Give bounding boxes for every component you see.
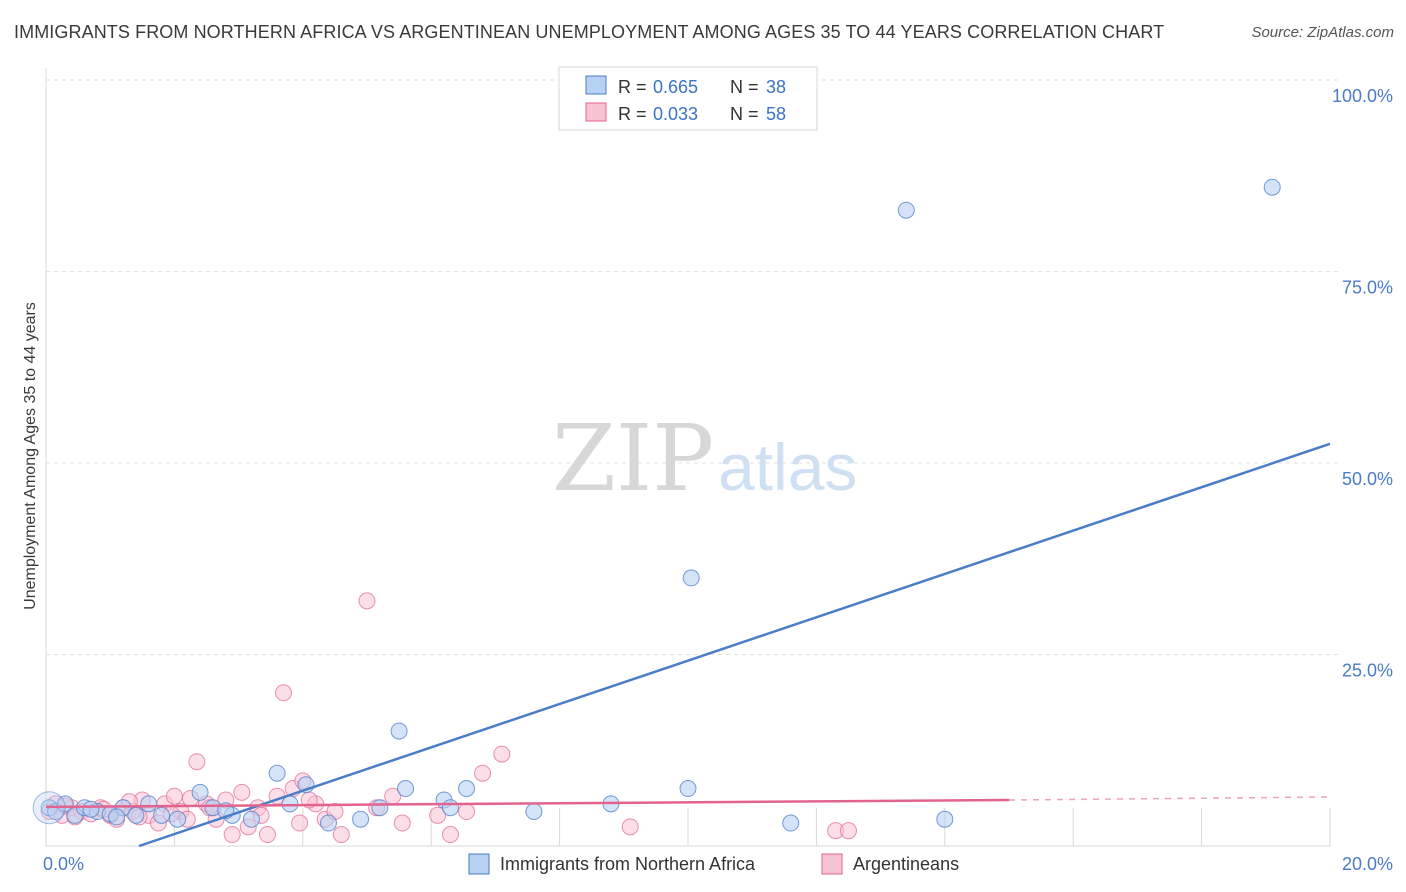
argentineans-point — [165, 787, 183, 805]
legend-r-value-2: 0.033 — [653, 104, 698, 124]
northern-africa-point — [441, 799, 459, 817]
legend-n-value-1: 38 — [766, 77, 786, 97]
legend-swatch-blue — [585, 75, 607, 95]
y-tick-label: 100.0% — [1332, 86, 1393, 106]
series-legend-swatch-pink — [821, 853, 843, 875]
northern-africa-point — [782, 814, 800, 832]
northern-africa-point — [191, 783, 209, 801]
northern-africa-point — [127, 806, 145, 824]
northern-africa-point — [679, 780, 697, 798]
y-tick-label: 25.0% — [1342, 661, 1393, 681]
legend-n-label-2: N = — [730, 104, 759, 124]
x-axis-ticks: 0.0% 20.0% — [43, 854, 1393, 874]
northern-africa-point — [936, 810, 954, 828]
gridlines — [45, 68, 1340, 847]
northern-africa-point — [897, 201, 915, 219]
argentineans-point — [223, 826, 241, 844]
legend-r-label-2: R = — [618, 104, 647, 124]
watermark-zip: ZIP — [552, 405, 714, 512]
argentineans-point — [332, 826, 350, 844]
y-tick-label: 50.0% — [1342, 469, 1393, 489]
argentineans-point — [233, 783, 251, 801]
northern-africa-point — [108, 808, 126, 826]
northern-africa-point — [352, 810, 370, 828]
northern-africa-trend-line — [138, 442, 1331, 848]
watermark: ZIP atlas — [552, 405, 857, 512]
series-legend: Immigrants from Northern Africa Argentin… — [468, 853, 959, 875]
legend-r-value-1: 0.665 — [653, 77, 698, 97]
argentineans-point — [358, 592, 376, 610]
northern-africa-point — [525, 803, 543, 821]
northern-africa-point — [153, 806, 171, 824]
northern-africa-point — [682, 569, 700, 587]
northern-africa-point — [371, 799, 389, 817]
northern-africa-point — [281, 795, 299, 813]
argentineans-point — [291, 814, 309, 832]
northern-africa-point — [82, 800, 100, 818]
northern-africa-point — [268, 764, 286, 782]
argentineans-trend-line — [45, 798, 1010, 809]
series-legend-swatch-blue — [468, 853, 490, 875]
argentineans-point — [458, 803, 476, 821]
argentineans-point — [840, 822, 857, 840]
argentineans-point — [275, 684, 293, 702]
chart-title: IMMIGRANTS FROM NORTHERN AFRICA VS ARGEN… — [14, 22, 1165, 42]
legend-r-label-1: R = — [618, 77, 647, 97]
y-axis-ticks: 25.0% 50.0% 75.0% 100.0% — [1332, 86, 1393, 681]
argentineans-point — [474, 764, 492, 782]
argentineans-point — [429, 806, 447, 824]
argentineans-point — [621, 818, 639, 836]
argentineans-point — [258, 826, 276, 844]
northern-africa-point — [319, 814, 337, 832]
watermark-atlas: atlas — [718, 430, 857, 504]
argentineans-point — [441, 826, 459, 844]
chart-source: Source: ZipAtlas.com — [1251, 24, 1394, 41]
northern-africa-point — [458, 780, 476, 798]
argentineans-trend-extension — [1008, 796, 1331, 801]
legend-n-label-1: N = — [730, 77, 759, 97]
x-tick-label: 20.0% — [1342, 854, 1393, 874]
northern-africa-point — [140, 795, 158, 813]
argentineans-point — [188, 753, 206, 771]
legend-swatch-pink — [585, 102, 607, 122]
series-legend-label-pink: Argentineans — [853, 854, 959, 874]
northern-africa-point — [1263, 178, 1281, 196]
argentineans-point — [393, 814, 411, 832]
northern-africa-point — [390, 722, 408, 740]
argentineans-point — [493, 745, 511, 763]
trend-lines — [45, 442, 1331, 848]
northern-africa-point — [397, 780, 415, 798]
series-legend-label-blue: Immigrants from Northern Africa — [500, 854, 756, 874]
northern-africa-point — [242, 810, 260, 828]
y-tick-label: 75.0% — [1342, 278, 1393, 298]
northern-africa-point — [169, 810, 187, 828]
x-tick-label: 0.0% — [43, 854, 84, 874]
correlation-legend: R = 0.665 N = 38 R = 0.033 N = 58 — [558, 66, 818, 131]
legend-n-value-2: 58 — [766, 104, 786, 124]
y-axis-label: Unemployment Among Ages 35 to 44 years — [22, 302, 39, 610]
